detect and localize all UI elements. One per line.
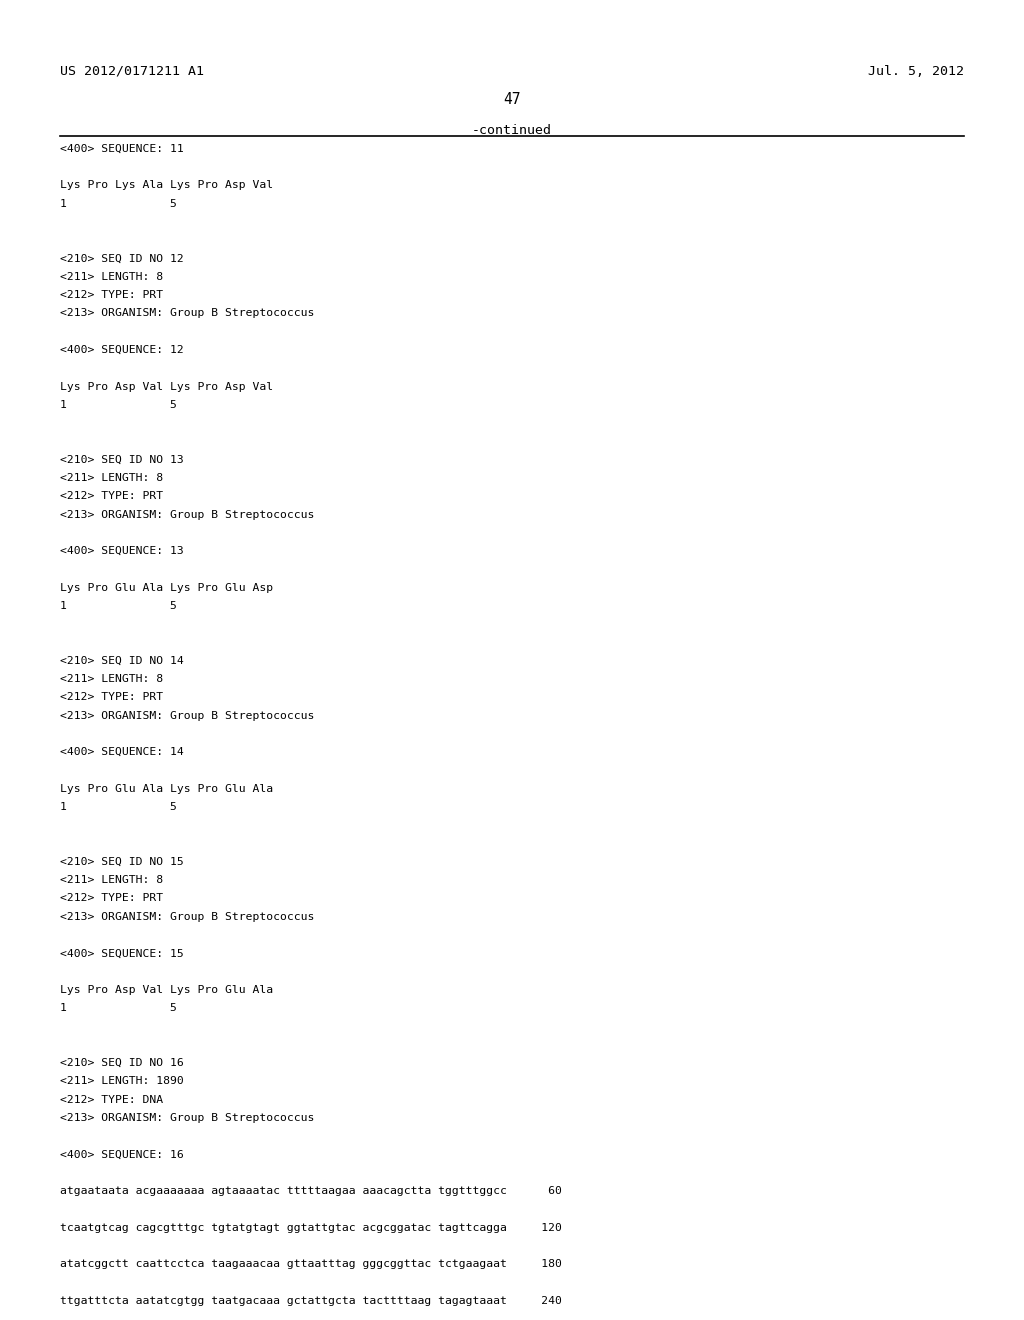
Text: Lys Pro Asp Val Lys Pro Asp Val: Lys Pro Asp Val Lys Pro Asp Val [60,381,273,392]
Text: -continued: -continued [472,124,552,137]
Text: <210> SEQ ID NO 16: <210> SEQ ID NO 16 [60,1059,184,1068]
Text: <210> SEQ ID NO 14: <210> SEQ ID NO 14 [60,656,184,665]
Text: <210> SEQ ID NO 15: <210> SEQ ID NO 15 [60,857,184,867]
Text: <400> SEQUENCE: 14: <400> SEQUENCE: 14 [60,747,184,758]
Text: <213> ORGANISM: Group B Streptococcus: <213> ORGANISM: Group B Streptococcus [60,510,314,520]
Text: atgaataata acgaaaaaaa agtaaaatac tttttaagaa aaacagctta tggtttggcc      60: atgaataata acgaaaaaaa agtaaaatac tttttaa… [60,1185,562,1196]
Text: Lys Pro Asp Val Lys Pro Glu Ala: Lys Pro Asp Val Lys Pro Glu Ala [60,985,273,995]
Text: <211> LENGTH: 1890: <211> LENGTH: 1890 [60,1076,184,1086]
Text: tcaatgtcag cagcgtttgc tgtatgtagt ggtattgtac acgcggatac tagttcagga     120: tcaatgtcag cagcgtttgc tgtatgtagt ggtattg… [60,1222,562,1233]
Text: <212> TYPE: PRT: <212> TYPE: PRT [60,491,164,502]
Text: <211> LENGTH: 8: <211> LENGTH: 8 [60,875,164,886]
Text: <212> TYPE: PRT: <212> TYPE: PRT [60,290,164,300]
Text: <211> LENGTH: 8: <211> LENGTH: 8 [60,675,164,684]
Text: 1               5: 1 5 [60,199,177,209]
Text: <400> SEQUENCE: 12: <400> SEQUENCE: 12 [60,345,184,355]
Text: Lys Pro Glu Ala Lys Pro Glu Ala: Lys Pro Glu Ala Lys Pro Glu Ala [60,784,273,793]
Text: 1               5: 1 5 [60,1003,177,1014]
Text: <210> SEQ ID NO 12: <210> SEQ ID NO 12 [60,253,184,264]
Text: Lys Pro Glu Ala Lys Pro Glu Asp: Lys Pro Glu Ala Lys Pro Glu Asp [60,582,273,593]
Text: atatcggctt caattcctca taagaaacaa gttaatttag gggcggttac tctgaagaat     180: atatcggctt caattcctca taagaaacaa gttaatt… [60,1259,562,1269]
Text: <213> ORGANISM: Group B Streptococcus: <213> ORGANISM: Group B Streptococcus [60,710,314,721]
Text: 47: 47 [503,92,521,107]
Text: Jul. 5, 2012: Jul. 5, 2012 [867,65,964,78]
Text: 1               5: 1 5 [60,601,177,611]
Text: <213> ORGANISM: Group B Streptococcus: <213> ORGANISM: Group B Streptococcus [60,309,314,318]
Text: US 2012/0171211 A1: US 2012/0171211 A1 [60,65,205,78]
Text: <400> SEQUENCE: 15: <400> SEQUENCE: 15 [60,948,184,958]
Text: ttgatttcta aatatcgtgg taatgacaaa gctattgcta tacttttaag tagagtaaat     240: ttgatttcta aatatcgtgg taatgacaaa gctattg… [60,1296,562,1305]
Text: <400> SEQUENCE: 11: <400> SEQUENCE: 11 [60,144,184,154]
Text: <210> SEQ ID NO 13: <210> SEQ ID NO 13 [60,454,184,465]
Text: Lys Pro Lys Ala Lys Pro Asp Val: Lys Pro Lys Ala Lys Pro Asp Val [60,181,273,190]
Text: <211> LENGTH: 8: <211> LENGTH: 8 [60,473,164,483]
Text: <212> TYPE: DNA: <212> TYPE: DNA [60,1094,164,1105]
Text: 1               5: 1 5 [60,400,177,409]
Text: <212> TYPE: PRT: <212> TYPE: PRT [60,894,164,903]
Text: <211> LENGTH: 8: <211> LENGTH: 8 [60,272,164,282]
Text: <400> SEQUENCE: 13: <400> SEQUENCE: 13 [60,546,184,556]
Text: <213> ORGANISM: Group B Streptococcus: <213> ORGANISM: Group B Streptococcus [60,1113,314,1123]
Text: <213> ORGANISM: Group B Streptococcus: <213> ORGANISM: Group B Streptococcus [60,912,314,921]
Text: 1               5: 1 5 [60,803,177,812]
Text: <212> TYPE: PRT: <212> TYPE: PRT [60,692,164,702]
Text: <400> SEQUENCE: 16: <400> SEQUENCE: 16 [60,1150,184,1159]
